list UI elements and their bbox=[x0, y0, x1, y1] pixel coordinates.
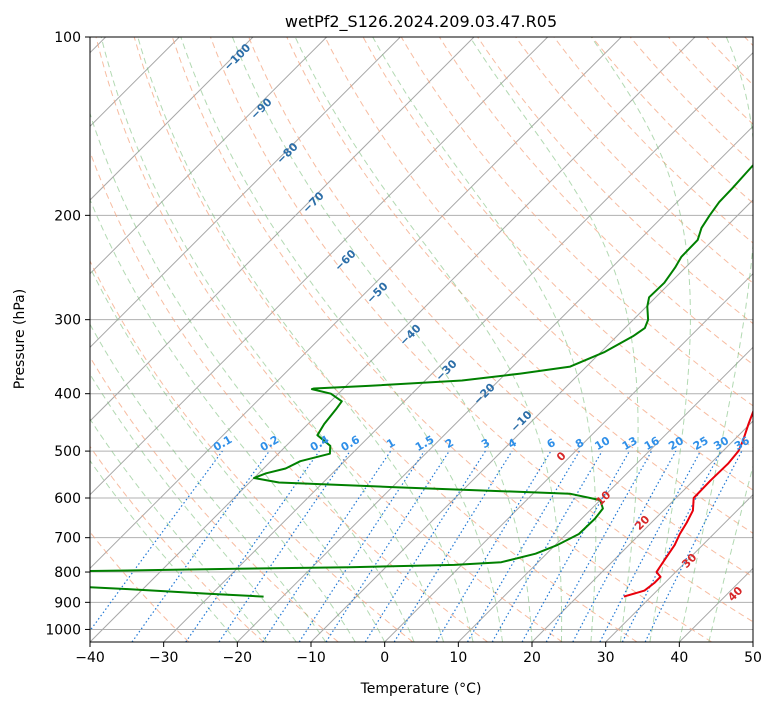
x-axis-label: Temperature (°C) bbox=[360, 681, 482, 697]
x-tick-label: −40 bbox=[75, 650, 105, 666]
isotherm-line bbox=[163, 51, 753, 642]
dry-adiabat-line bbox=[324, 37, 753, 491]
moist-adiabat-line bbox=[469, 37, 639, 642]
dry-adiabat-line bbox=[133, 37, 638, 642]
isotherm-line bbox=[531, 420, 753, 642]
moist-adiabat-line bbox=[708, 464, 753, 642]
dry-adiabat-line bbox=[286, 37, 753, 534]
skewed-isotherms bbox=[90, 37, 753, 642]
dry-adiabat-line bbox=[90, 259, 414, 642]
y-tick-label: 500 bbox=[54, 444, 81, 460]
mixing-ratio-line bbox=[545, 450, 653, 642]
isotherm-line bbox=[90, 37, 401, 349]
moist-adiabat-line bbox=[137, 37, 474, 642]
x-tick-label: 30 bbox=[597, 650, 615, 666]
y-tick-label: 600 bbox=[54, 491, 81, 507]
mixing-ratio-line bbox=[131, 450, 270, 642]
moist-adiabat-line bbox=[100, 37, 445, 642]
x-tick-label: 50 bbox=[744, 650, 762, 666]
mixing-ratio-lines bbox=[90, 450, 743, 642]
mixing-ratio-line bbox=[644, 450, 743, 642]
y-axis-label: Pressure (hPa) bbox=[12, 289, 28, 389]
moist-adiabat-line bbox=[90, 266, 356, 642]
y-tick-label: 100 bbox=[54, 30, 81, 46]
y-tick-label: 400 bbox=[54, 387, 81, 403]
moist-adiabat-line bbox=[372, 37, 597, 642]
y-tick-label: 1000 bbox=[45, 622, 81, 638]
moist-adiabat-line bbox=[180, 37, 503, 642]
moist-adiabat-line bbox=[590, 37, 691, 642]
isotherm-line bbox=[384, 272, 753, 642]
dry-adiabat-line bbox=[95, 37, 563, 642]
dry-adiabats bbox=[90, 37, 753, 642]
isotherm-line bbox=[605, 493, 753, 642]
mixing-ratio-line bbox=[90, 450, 223, 632]
dry-adiabat-line bbox=[248, 37, 753, 578]
isotherm-line bbox=[457, 346, 753, 642]
x-tick-label: 10 bbox=[449, 650, 467, 666]
temperature-profile-line bbox=[623, 409, 753, 598]
moist-adiabat-line bbox=[678, 37, 753, 642]
mixing-ratio-line bbox=[262, 450, 392, 642]
mixing-ratio-line bbox=[298, 450, 425, 642]
y-tick-label: 900 bbox=[54, 595, 81, 611]
x-tick-label: 0 bbox=[380, 650, 389, 666]
isotherm-line bbox=[90, 37, 254, 201]
y-tick-label: 200 bbox=[54, 208, 81, 224]
dry-adiabat-line bbox=[90, 356, 339, 642]
moist-adiabat-line bbox=[90, 418, 268, 642]
y-tick-label: 700 bbox=[54, 531, 81, 547]
x-axis-ticks: −40 −30 −20 −10 0 10 20 30 40 50 bbox=[75, 642, 762, 666]
mixing-ratio-line bbox=[393, 450, 513, 642]
x-tick-label: −10 bbox=[296, 650, 326, 666]
x-tick-label: 40 bbox=[670, 650, 688, 666]
moist-adiabat-line bbox=[90, 323, 327, 642]
isotherm-line bbox=[90, 37, 328, 275]
isotherm-line bbox=[90, 37, 549, 496]
y-tick-label: 300 bbox=[54, 313, 81, 329]
mixing-ratio-line bbox=[218, 450, 351, 642]
sounding-profiles bbox=[90, 163, 753, 598]
y-tick-label: 800 bbox=[54, 565, 81, 581]
mixing-ratio-line bbox=[572, 450, 677, 642]
mixing-ratio-line bbox=[185, 450, 320, 642]
x-tick-label: −30 bbox=[149, 650, 179, 666]
isotherm-line bbox=[90, 37, 696, 642]
moist-adiabat-line bbox=[90, 459, 238, 642]
x-tick-label: −20 bbox=[223, 650, 253, 666]
pressure-gridlines bbox=[90, 37, 753, 630]
dry-adiabat-line bbox=[90, 445, 264, 642]
moist-adiabat-line bbox=[231, 37, 533, 642]
isotherm-line bbox=[236, 125, 753, 642]
moist-adiabat-line bbox=[90, 111, 415, 642]
mixing-ratio-line bbox=[325, 450, 450, 642]
plot-frame bbox=[89, 36, 754, 643]
chart-title: wetPf2_S126.2024.209.03.47.R05 bbox=[285, 12, 557, 32]
mixing-ratio-line bbox=[521, 450, 631, 642]
dry-adiabat-line bbox=[210, 37, 753, 623]
moist-adiabats bbox=[90, 37, 753, 642]
isotherm-line bbox=[90, 37, 622, 570]
isotherm-line bbox=[90, 37, 475, 422]
dry-adiabat-line bbox=[171, 37, 712, 642]
y-axis-ticks: 100 200 300 400 500 600 700 800 900 1000 bbox=[45, 30, 90, 638]
x-tick-label: 20 bbox=[523, 650, 541, 666]
dewpoint-profile-line bbox=[90, 163, 753, 598]
moist-adiabat-line bbox=[90, 373, 297, 642]
dry-adiabat-line bbox=[515, 37, 753, 284]
moist-adiabat-line bbox=[90, 198, 386, 642]
moist-adiabat-line bbox=[294, 37, 563, 642]
